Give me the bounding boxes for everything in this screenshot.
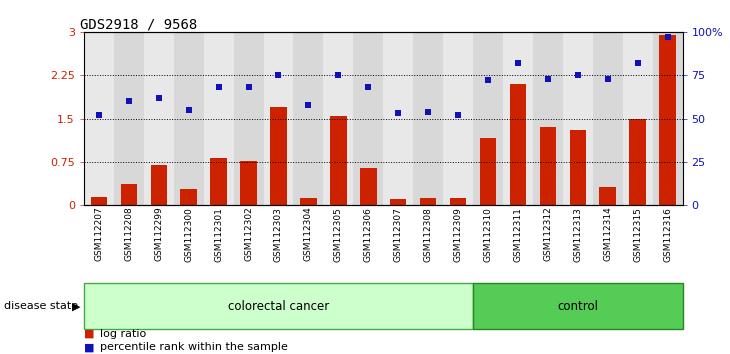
Bar [480, 138, 496, 205]
Bar [210, 158, 227, 205]
Bar [180, 189, 197, 205]
Point [123, 98, 134, 104]
Text: control: control [557, 300, 599, 313]
Text: GDS2918 / 9568: GDS2918 / 9568 [80, 18, 198, 32]
Bar [144, 32, 174, 205]
Bar [270, 107, 287, 205]
Bar [240, 161, 257, 205]
Point [631, 60, 644, 66]
Bar [300, 198, 317, 205]
Point [602, 76, 613, 81]
Bar [91, 197, 107, 205]
Bar [120, 184, 137, 205]
Bar [84, 32, 114, 205]
Text: ■: ■ [84, 342, 94, 352]
Bar [330, 116, 347, 205]
Point [213, 85, 225, 90]
Point [453, 112, 464, 118]
Text: ■: ■ [84, 329, 94, 339]
Bar [599, 187, 616, 205]
Bar [293, 32, 323, 205]
Point [93, 112, 105, 118]
Bar [533, 32, 563, 205]
Point [393, 110, 404, 116]
Point [273, 73, 285, 78]
Bar [84, 283, 473, 329]
Bar [659, 35, 676, 205]
Point [542, 76, 554, 81]
Point [303, 102, 315, 108]
Bar [413, 32, 443, 205]
Bar [473, 283, 683, 329]
Text: log ratio: log ratio [100, 329, 146, 339]
Bar [623, 32, 653, 205]
Bar [323, 32, 353, 205]
Bar [503, 32, 533, 205]
Bar [450, 198, 466, 205]
Bar [569, 130, 586, 205]
Bar [114, 32, 144, 205]
Point [512, 60, 524, 66]
Bar [383, 32, 413, 205]
Bar [390, 199, 407, 205]
Point [662, 34, 674, 40]
Bar [204, 32, 234, 205]
Text: colorectal cancer: colorectal cancer [228, 300, 329, 313]
Bar [150, 165, 167, 205]
Point [572, 73, 584, 78]
Bar [539, 127, 556, 205]
Point [333, 73, 345, 78]
Bar [473, 32, 503, 205]
Bar [563, 32, 593, 205]
Bar [420, 198, 437, 205]
Bar [234, 32, 264, 205]
Bar [510, 84, 526, 205]
Bar [353, 32, 383, 205]
Point [422, 109, 434, 114]
Point [153, 95, 165, 101]
Bar [593, 32, 623, 205]
Bar [174, 32, 204, 205]
Point [483, 78, 494, 83]
Bar [629, 119, 646, 205]
Bar [264, 32, 293, 205]
Bar [443, 32, 473, 205]
Point [363, 85, 374, 90]
Text: percentile rank within the sample: percentile rank within the sample [100, 342, 288, 352]
Text: ▶: ▶ [72, 301, 80, 311]
Point [242, 85, 255, 90]
Bar [653, 32, 683, 205]
Bar [360, 168, 377, 205]
Point [182, 107, 194, 113]
Text: disease state: disease state [4, 301, 78, 311]
